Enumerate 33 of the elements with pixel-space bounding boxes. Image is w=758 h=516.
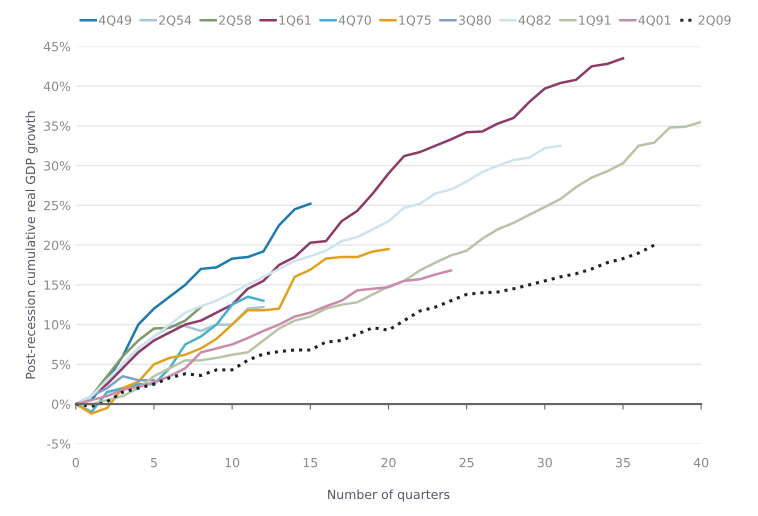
x-tick-label: 10 [226, 458, 240, 468]
legend-label: 3Q80 [458, 15, 491, 26]
y-tick-label: 30% [44, 161, 70, 171]
y-tick-label: 45% [44, 42, 70, 52]
x-tick-label: 35 [616, 458, 630, 468]
legend-label: 2Q54 [159, 15, 192, 26]
y-tick-label: 5% [52, 360, 70, 370]
y-axis-title: Post-recession cumulative real GDP growth [26, 112, 38, 378]
x-tick-label: 0 [72, 458, 79, 468]
y-tick-label: 20% [44, 240, 70, 250]
y-tick-label: -5% [47, 439, 70, 449]
y-tick-label: 35% [44, 121, 70, 131]
x-tick-label: 25 [460, 458, 474, 468]
legend-label: 2Q58 [219, 15, 252, 26]
legend-label: 4Q82 [518, 15, 550, 26]
legend-label: 2Q09 [698, 15, 731, 26]
y-tick-label: 10% [44, 320, 70, 330]
legend-label: 4Q49 [98, 15, 132, 26]
legend-label: 4Q01 [638, 15, 670, 26]
legend-label: 4Q70 [338, 15, 371, 26]
y-tick-label: 0% [52, 400, 70, 409]
x-tick-label: 15 [304, 458, 318, 468]
x-tick-label: 20 [381, 458, 396, 468]
y-tick-label: 40% [44, 82, 70, 92]
x-tick-label: 30 [538, 458, 552, 468]
legend-label: 1Q75 [399, 15, 431, 26]
x-tick-label: 5 [150, 458, 157, 468]
legend-label: 1Q61 [280, 15, 311, 26]
y-tick-label: 15% [44, 280, 70, 290]
x-axis-title: Number of quarters [328, 489, 450, 502]
x-tick-label: 40 [694, 458, 708, 468]
legend-label: 1Q91 [579, 15, 610, 26]
y-tick-label: 25% [44, 200, 70, 210]
